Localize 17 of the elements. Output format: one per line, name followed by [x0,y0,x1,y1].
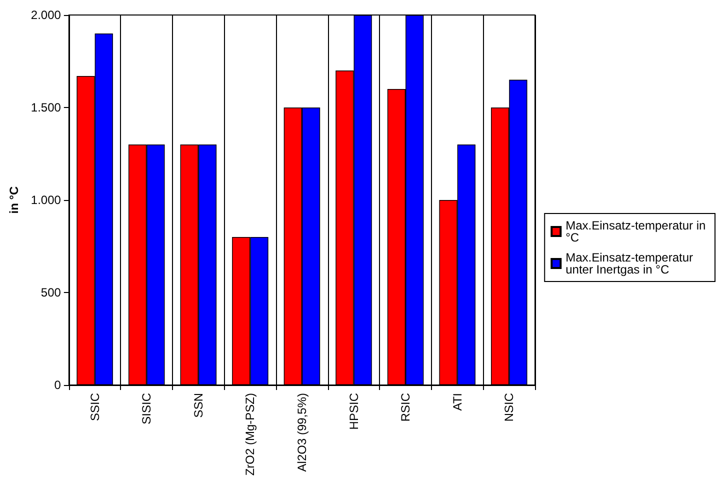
x-tick-label: Al2O3 (99,5%) [294,392,309,472]
x-tick-label: SSIC [88,392,102,422]
y-tick-label: 1.000 [30,193,62,207]
y-tick-label: 2.000 [30,8,62,22]
legend-label: Max.Einsatz-temperatur unter Inertgas in °C [566,250,696,276]
y-tick-label: 500 [40,286,62,300]
x-tick-label: ATI [450,393,464,411]
y-axis-title: in °C [7,186,21,214]
x-tick-label: SISIC [140,392,154,424]
x-tick-label: SSN [191,393,206,418]
y-tick-label: 1.500 [30,100,62,114]
x-tick-label: ZrO2 (Mg-PSZ) [243,393,258,476]
x-tick-label: HPSIC [346,392,361,430]
x-tick-label: NSIC [502,392,516,422]
legend-label: Max.Einsatz-temperatur in °C [566,218,710,244]
x-tick-label: RSIC [398,392,413,422]
y-tick-label: 0 [54,378,62,392]
